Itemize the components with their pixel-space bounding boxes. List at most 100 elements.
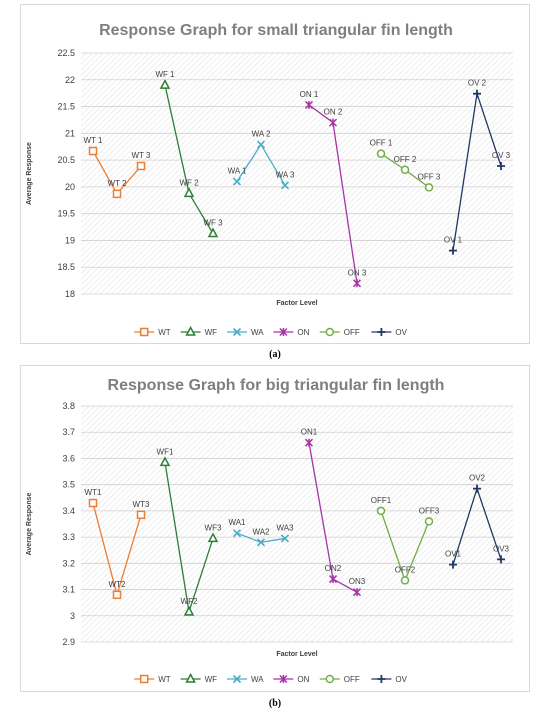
data-label: OV2 xyxy=(469,474,486,483)
legend-item-wa: WA xyxy=(227,327,264,337)
legend-marker xyxy=(232,327,242,337)
series-on: ON1 ON2 ON3 xyxy=(301,428,366,597)
legend-marker xyxy=(377,328,386,336)
figure-caption-b: (b) xyxy=(268,698,282,709)
data-label: OV 2 xyxy=(468,79,487,88)
legend-marker xyxy=(279,674,288,684)
data-point-ov-1 xyxy=(449,560,457,569)
y-tick-label: 20 xyxy=(65,182,75,192)
legend-label: ON xyxy=(297,328,309,337)
y-tick-label: 18.5 xyxy=(57,262,75,272)
data-label: ON 2 xyxy=(324,108,343,117)
data-point-wt-3 xyxy=(136,161,146,171)
data-label: WF1 xyxy=(157,447,174,456)
data-label: WF2 xyxy=(181,597,198,606)
legend-label: WF xyxy=(205,328,218,337)
data-point-ov-3 xyxy=(497,555,505,564)
legend-label: OFF xyxy=(344,328,360,337)
legend-label: WT xyxy=(158,328,171,337)
y-tick-label: 3.7 xyxy=(62,427,75,437)
data-label: WT 3 xyxy=(132,151,152,160)
chart-title: Response Graph for big triangular fin le… xyxy=(108,377,445,394)
data-label: OFF 3 xyxy=(418,172,441,181)
chart-panel-big-fin: Response Graph for big triangular fin le… xyxy=(20,365,530,692)
data-point-wa-3 xyxy=(280,534,290,543)
data-point-ov-2 xyxy=(473,484,481,493)
y-tick-label: 3.3 xyxy=(62,532,75,542)
legend: WT WF WA ON OFF OV xyxy=(134,325,408,337)
data-label: OFF1 xyxy=(371,496,392,505)
legend-marker xyxy=(325,327,335,337)
legend-item-ov: OV xyxy=(371,675,408,684)
data-label: OFF 2 xyxy=(394,155,417,164)
data-label: WA 3 xyxy=(276,170,295,179)
legend-item-wf: WF xyxy=(180,325,218,337)
y-axis-label: Average Response xyxy=(26,142,33,205)
data-label: ON 1 xyxy=(300,90,319,99)
data-label: WT1 xyxy=(85,488,102,497)
data-point-off-1 xyxy=(376,149,386,158)
data-label: ON3 xyxy=(349,577,366,586)
data-point-off-1 xyxy=(376,506,386,516)
plot-area xyxy=(81,53,513,294)
legend-marker xyxy=(325,674,335,684)
data-point-wf-2 xyxy=(183,187,195,198)
chart-title: Response Graph for small triangular fin … xyxy=(99,22,453,39)
x-axis-label: Factor Level xyxy=(276,651,317,658)
y-axis-label: Average Response xyxy=(26,493,33,556)
y-tick-label: 2.9 xyxy=(62,637,75,647)
y-tick-label: 18 xyxy=(65,289,75,299)
y-tick-label: 19.5 xyxy=(57,209,75,219)
figure-caption-a: (a) xyxy=(269,349,281,360)
legend-label: OFF xyxy=(344,675,360,684)
data-label: WF 2 xyxy=(179,178,199,187)
legend-label: OV xyxy=(395,328,407,337)
data-label: WF3 xyxy=(205,523,222,532)
response-graph-small-fin: Response Graph for small triangular fin … xyxy=(26,22,513,337)
data-point-wt-2 xyxy=(112,189,122,199)
data-point-wa-2 xyxy=(256,140,266,149)
data-point-wa-3 xyxy=(280,181,290,190)
data-point-wa-2 xyxy=(256,538,266,547)
legend-label: WA xyxy=(251,675,264,684)
data-label: WT 1 xyxy=(84,136,104,145)
data-label: OFF3 xyxy=(419,506,440,515)
y-tick-label: 3 xyxy=(70,611,75,621)
data-point-wf-3 xyxy=(207,532,219,543)
data-label: OV1 xyxy=(445,550,462,559)
data-label: WT 2 xyxy=(108,179,128,188)
plot-area xyxy=(81,406,513,642)
data-label: WA1 xyxy=(228,518,246,527)
legend-marker xyxy=(185,325,196,336)
data-point-ov-3 xyxy=(497,162,505,171)
series-wa: WA 1 WA 2 WA 3 xyxy=(228,130,295,190)
data-point-off-3 xyxy=(424,183,434,192)
y-tick-label: 19 xyxy=(65,235,75,245)
data-point-wa-1 xyxy=(232,529,242,538)
y-tick-label: 3.2 xyxy=(62,558,75,568)
data-point-ov-1 xyxy=(449,246,457,255)
data-point-off-2 xyxy=(400,165,410,175)
series-on: ON 1 ON 2 ON 3 xyxy=(300,90,367,288)
data-label: OFF 1 xyxy=(370,139,393,148)
series-wt: WT 1 WT 2 WT 3 xyxy=(84,136,152,199)
legend-item-wa: WA xyxy=(227,674,264,684)
series-wf: WF 1 WF 2 WF 3 xyxy=(155,70,223,238)
y-tick-label: 21 xyxy=(65,128,75,138)
response-graph-big-fin: Response Graph for big triangular fin le… xyxy=(26,377,513,684)
data-label: WA3 xyxy=(276,523,294,532)
data-label: OFF2 xyxy=(395,565,416,574)
data-label: WT3 xyxy=(133,500,150,509)
data-label: ON 3 xyxy=(348,268,367,277)
data-label: WF 1 xyxy=(155,70,175,79)
data-point-on-3 xyxy=(352,279,362,288)
legend-marker xyxy=(377,675,386,683)
data-point-off-2 xyxy=(400,576,410,585)
data-point-wf-1 xyxy=(159,79,171,89)
chart-panel-small-fin: Response Graph for small triangular fin … xyxy=(20,4,530,344)
legend-label: WA xyxy=(251,328,264,337)
legend-label: WF xyxy=(205,675,218,684)
y-tick-label: 22 xyxy=(65,75,75,85)
legend-marker xyxy=(139,327,149,337)
data-label: ON2 xyxy=(325,564,342,573)
